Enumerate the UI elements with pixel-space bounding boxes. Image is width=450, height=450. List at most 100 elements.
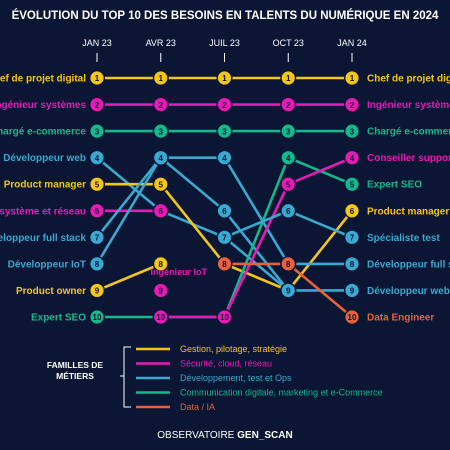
rank-badge-9 [88,282,105,299]
rank-label-data-engineer: Data Engineer [367,313,434,324]
rank-label-specialiste-test: Spécialiste test [367,233,440,244]
left-labels: 1 Chef de projet digital 2 Ingénieur systèm… [0,69,105,326]
annotation-ingenieur-iot: Ingénieur IoT [150,267,207,277]
rank-label-expert-seo: Expert SEO [367,180,422,191]
rank-badge-number: 6 [350,207,355,216]
rank-marker-value: 1 [222,74,227,83]
legend-heading: MÉTIERS [56,371,94,381]
rank-badge-number: 2 [95,101,100,110]
rank-badge-4 [344,149,361,166]
rank-label-developpeur-full-stack: Développeur full stack [0,233,86,244]
rank-marker-value: 5 [159,180,164,189]
rank-badge-8 [88,255,105,272]
rank-label-product-owner: Product owner [16,286,86,297]
rank-marker-product-manager [152,176,169,193]
rank-marker-value: 5 [286,180,291,189]
rank-badge-7 [88,229,105,246]
rank-badge-number: 8 [350,260,355,269]
rank-badge-4 [88,149,105,166]
rank-badge-7 [344,229,361,246]
rank-badge-3 [344,123,361,140]
rank-marker-developpeur-iot [152,149,169,166]
rank-label-product-manager: Product manager [367,206,449,217]
rank-marker-value: 7 [222,234,227,243]
x-tick-label: JAN 23 [82,38,112,48]
rank-label-ingenieur-systemes: Ingénieur systèmes [367,100,450,111]
rank-badge-6 [344,202,361,219]
rank-marker-value: 10 [156,313,165,322]
rank-badge-10 [88,309,105,326]
rank-badge-number: 3 [95,127,100,136]
rank-marker-value: 10 [220,313,229,322]
annotations: Ingénieur IoT [150,267,207,277]
rank-label-developpeur-web: Développeur web [367,286,450,297]
rank-badge-number: 10 [348,313,357,322]
rank-marker-value: 8 [286,260,291,269]
rank-marker-charge-e-commerce [216,123,233,140]
rank-marker-product-owner [152,255,169,272]
rank-marker-developpeur-iot [216,202,233,219]
rank-marker-conseiller-support [280,176,297,193]
rank-marker-charge-e-commerce [152,123,169,140]
footer-brand-name: GEN_SCAN [237,430,293,441]
rank-marker-ingenieur-iot [152,282,169,299]
rank-marker-ingenieur-systemes [152,96,169,113]
rank-marker-value: 2 [159,101,164,110]
rank-badge-2 [88,96,105,113]
rank-marker-value: 4 [222,154,227,163]
rank-marker-data-engineer [280,255,297,272]
rank-badge-number: 7 [95,234,100,243]
footer-brand: OBSERVATOIRE GEN_SCAN [157,430,292,441]
rank-label-developpeur-web: Développeur web [3,153,86,164]
rank-marker-conseiller-support [216,309,233,326]
rank-label-conseiller-support: Conseiller support [367,153,450,164]
rank-marker-value: 2 [286,101,291,110]
rank-marker-value: 3 [159,127,164,136]
rank-badge-number: 6 [95,207,100,216]
rank-label-developpeur-full-stack: Développeur full stack [367,259,450,270]
rank-badge-number: 2 [350,101,355,110]
rank-marker-specialiste-test [280,202,297,219]
rank-marker-chef-de-projet-digital [152,69,169,86]
legend-item-gestion: Gestion, pilotage, stratégie [180,344,287,354]
rank-badge-1 [344,69,361,86]
rank-label-charge-e-commerce: Chargé e-commerce [0,127,86,138]
right-labels: 1 Chef de projet digital 2 Ingénieur systèm… [344,69,450,326]
legend-item-dev: Développement, test et Ops [180,373,292,383]
rank-markers: 11122233367958964484698101049101057688 [152,69,297,326]
rank-marker-value: 6 [159,207,164,216]
rank-badge-number: 1 [95,74,100,83]
rank-marker-value: 3 [286,127,291,136]
series-line-conseiller-support [159,156,354,319]
rank-marker-developpeur-full-stack [216,149,233,166]
rank-badge-number: 3 [350,127,355,136]
rank-badge-number: 7 [350,234,355,243]
rank-marker-value: 8 [159,260,164,269]
legend-heading: FAMILLES DE [47,360,104,370]
rank-marker-value: 8 [222,260,227,269]
rank-badge-number: 9 [95,287,100,296]
rank-badge-number: 4 [95,154,100,163]
rank-badge-2 [344,96,361,113]
rank-badge-number: 5 [350,180,355,189]
rank-marker-specialiste-test [216,229,233,246]
rank-badge-8 [344,255,361,272]
rank-marker-value: 1 [286,74,291,83]
chart-title: ÉVOLUTION DU TOP 10 DES BESOINS EN TALEN… [12,9,439,22]
x-tick-label: AVR 23 [146,38,176,48]
rank-label-expert-seo: Expert SEO [31,313,86,324]
rank-marker-expert-seo [280,149,297,166]
rank-marker-value: 3 [222,127,227,136]
rank-marker-value: 2 [222,101,227,110]
rank-badge-5 [88,176,105,193]
legend-bracket [120,346,131,408]
rank-label-developpeur-iot: Développeur IoT [8,259,86,270]
series-line-product-owner [95,262,163,292]
rank-marker-value: 6 [286,207,291,216]
rank-marker-chef-de-projet-digital [280,69,297,86]
rank-marker-charge-e-commerce [280,123,297,140]
rank-label-chef-de-projet-digital: Chef de projet digital [367,74,450,85]
rank-badge-5 [344,176,361,193]
rank-marker-value: 4 [159,154,164,163]
series-lines [95,76,354,319]
